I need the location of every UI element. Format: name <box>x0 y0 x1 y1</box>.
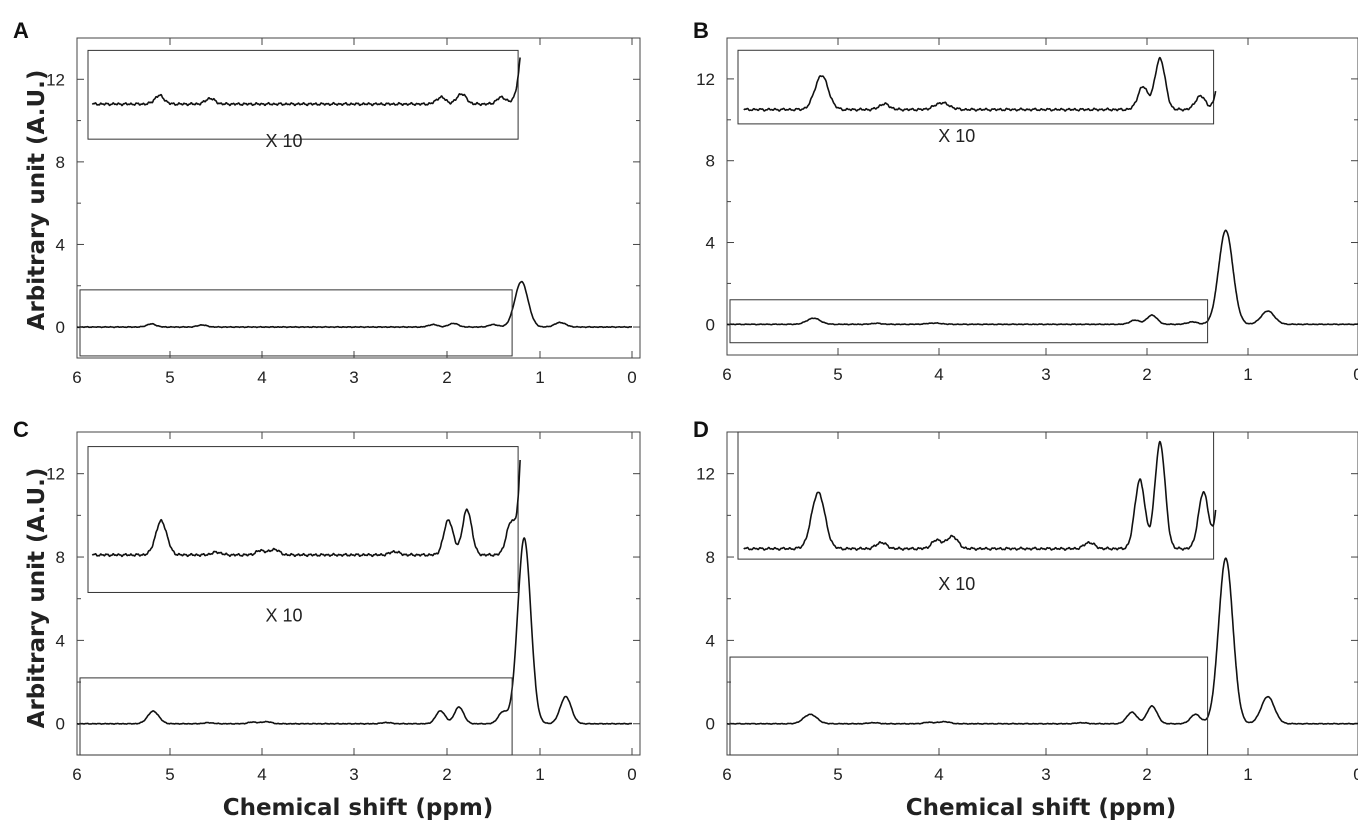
y-tick-label: 8 <box>706 548 715 567</box>
plot-frame <box>76 37 641 359</box>
inset-spectrum-line <box>743 440 1217 551</box>
x-tick-label: 2 <box>442 765 451 784</box>
x-tick-label: 2 <box>1142 365 1151 384</box>
spectrum-line <box>726 229 1358 326</box>
y-tick-label: 0 <box>706 715 715 734</box>
zoom-region-box <box>79 289 513 357</box>
x-tick-label: 1 <box>535 368 544 387</box>
x-tick-label: 0 <box>1353 765 1358 784</box>
inset-box <box>87 49 519 140</box>
x-tick-label: 5 <box>165 765 174 784</box>
y-tick-label: 4 <box>706 631 715 650</box>
panel-a: A 6 5 4 3 2 1 0 0 4 8 12 X 10 <box>13 18 641 387</box>
y-axis-title-bottom: Arbitrary unit (A.U.) <box>24 468 50 729</box>
x-tick-label: 3 <box>1041 765 1050 784</box>
x-tick-label: 1 <box>1243 765 1252 784</box>
inset-box <box>737 431 1215 560</box>
panel-label: D <box>693 417 709 442</box>
x-tick-label: 1 <box>535 765 544 784</box>
y-tick-label: 12 <box>46 70 65 89</box>
x-tick-label: 4 <box>257 368 266 387</box>
x-axis-title-left: Chemical shift (ppm) <box>223 795 494 821</box>
x-tick-label: 5 <box>833 765 842 784</box>
x-tick-label: 5 <box>833 365 842 384</box>
x-tick-label: 3 <box>1041 365 1050 384</box>
panel-b: B 6 5 4 3 2 1 0 0 4 8 12 X 10 <box>693 18 1358 384</box>
magnification-label: X 10 <box>938 126 975 146</box>
zoom-region-box <box>729 299 1209 344</box>
x-tick-label: 0 <box>627 765 636 784</box>
y-tick-label: 8 <box>56 153 65 172</box>
y-tick-label: 0 <box>56 715 65 734</box>
x-tick-label: 5 <box>165 368 174 387</box>
x-tick-label: 2 <box>1142 765 1151 784</box>
inset-box <box>737 49 1215 125</box>
x-axis-title-right: Chemical shift (ppm) <box>906 795 1177 821</box>
spectrum-line <box>76 537 633 725</box>
magnification-label: X 10 <box>266 131 303 151</box>
x-tick-label: 1 <box>1243 365 1252 384</box>
x-tick-label: 0 <box>1353 365 1358 384</box>
plot-frame <box>76 431 641 756</box>
y-tick-label: 12 <box>696 465 715 484</box>
x-tick-label: 4 <box>257 765 266 784</box>
y-tick-label: 4 <box>56 235 65 254</box>
x-tick-label: 3 <box>349 368 358 387</box>
x-tick-label: 3 <box>349 765 358 784</box>
x-tick-label: 0 <box>627 368 636 387</box>
x-tick-label: 6 <box>722 765 731 784</box>
x-tick-label: 2 <box>442 368 451 387</box>
y-tick-label: 12 <box>696 70 715 89</box>
y-tick-label: 8 <box>706 152 715 171</box>
plot-frame <box>726 431 1358 756</box>
y-tick-label: 12 <box>46 465 65 484</box>
panel-label: A <box>13 18 29 43</box>
spectrum-line <box>726 557 1358 725</box>
inset-box <box>87 446 519 593</box>
x-tick-label: 6 <box>722 365 731 384</box>
y-tick-label: 0 <box>706 315 715 334</box>
y-tick-label: 4 <box>706 234 715 253</box>
x-tick-label: 6 <box>72 765 81 784</box>
zoom-region-box <box>729 656 1209 756</box>
x-tick-label: 4 <box>934 365 943 384</box>
inset-spectrum-line <box>743 56 1217 112</box>
plot-frame <box>726 37 1358 356</box>
inset-spectrum-line <box>91 57 521 107</box>
x-tick-label: 4 <box>934 765 943 784</box>
y-axis-title-top: Arbitrary unit (A.U.) <box>24 70 50 331</box>
spectrum-line <box>76 280 633 329</box>
panel-c: C 6 5 4 3 2 1 0 0 4 8 12 X 10 <box>13 417 641 784</box>
magnification-label: X 10 <box>938 574 975 594</box>
y-tick-label: 4 <box>56 631 65 650</box>
zoom-region-box <box>79 677 513 756</box>
inset-spectrum-line <box>91 459 521 558</box>
panel-label: C <box>13 417 29 442</box>
magnification-label: X 10 <box>266 605 303 625</box>
panel-d: D 6 5 4 3 2 1 0 0 4 8 12 X 10 <box>693 417 1358 784</box>
x-tick-label: 6 <box>72 368 81 387</box>
panel-label: B <box>693 18 709 43</box>
y-tick-label: 8 <box>56 548 65 567</box>
y-tick-label: 0 <box>56 318 65 337</box>
